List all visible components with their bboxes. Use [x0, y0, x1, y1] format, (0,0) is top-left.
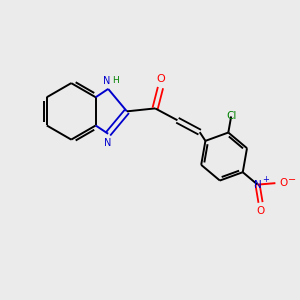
Text: N: N [103, 76, 110, 85]
Text: O: O [256, 206, 265, 216]
Text: −: − [288, 175, 296, 185]
Text: +: + [262, 175, 269, 184]
Text: H: H [112, 76, 119, 85]
Text: O: O [156, 74, 165, 84]
Text: N: N [104, 138, 112, 148]
Text: N: N [254, 180, 261, 190]
Text: O: O [280, 178, 288, 188]
Text: Cl: Cl [226, 111, 236, 122]
